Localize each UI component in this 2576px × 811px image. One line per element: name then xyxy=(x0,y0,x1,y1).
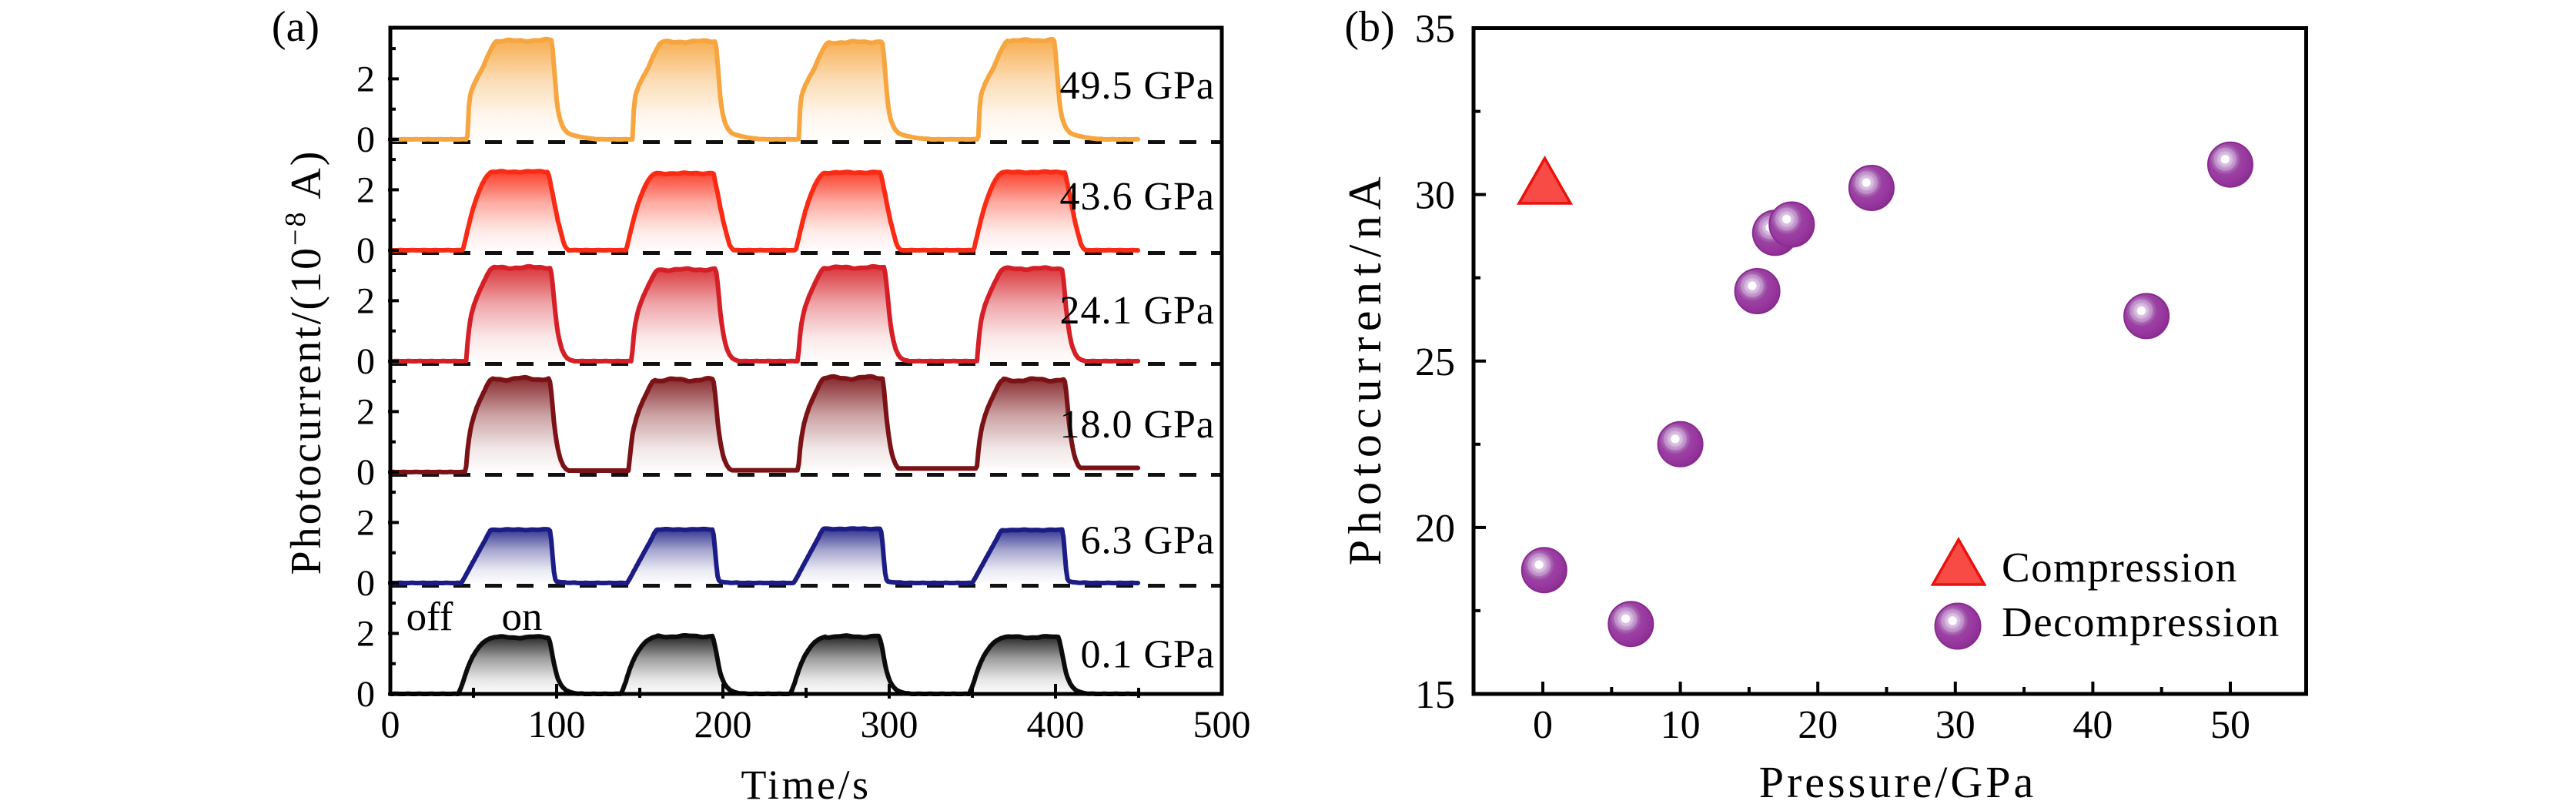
svg-text:off: off xyxy=(406,595,453,639)
svg-text:(a): (a) xyxy=(272,3,319,51)
svg-text:0: 0 xyxy=(1533,703,1553,747)
svg-text:Decompression: Decompression xyxy=(2002,598,2280,645)
svg-text:on: on xyxy=(502,595,543,639)
svg-text:(b): (b) xyxy=(1344,3,1394,51)
svg-text:100: 100 xyxy=(528,702,586,746)
svg-text:Compression: Compression xyxy=(2002,544,2238,591)
svg-text:49.5 GPa: 49.5 GPa xyxy=(1059,64,1215,108)
svg-text:24.1 GPa: 24.1 GPa xyxy=(1059,289,1215,333)
svg-text:10: 10 xyxy=(1661,703,1701,747)
svg-text:18.0 GPa: 18.0 GPa xyxy=(1059,403,1215,447)
svg-text:15: 15 xyxy=(1415,673,1455,717)
svg-text:0: 0 xyxy=(356,674,375,715)
svg-text:2: 2 xyxy=(356,502,375,543)
svg-text:2: 2 xyxy=(356,613,375,654)
svg-text:2: 2 xyxy=(356,169,375,210)
svg-text:20: 20 xyxy=(1415,507,1455,551)
svg-text:500: 500 xyxy=(1193,702,1251,746)
svg-text:40: 40 xyxy=(2073,703,2113,747)
svg-text:2: 2 xyxy=(356,280,375,321)
svg-text:43.6 GPa: 43.6 GPa xyxy=(1059,175,1215,219)
svg-text:Pressure/GPa: Pressure/GPa xyxy=(1759,757,2037,807)
svg-text:30: 30 xyxy=(1935,703,1975,747)
svg-text:2: 2 xyxy=(356,391,375,432)
svg-text:200: 200 xyxy=(694,702,752,746)
svg-text:300: 300 xyxy=(861,702,918,746)
svg-text:0: 0 xyxy=(356,563,375,604)
svg-text:50: 50 xyxy=(2210,703,2250,747)
svg-text:0: 0 xyxy=(356,452,375,493)
svg-text:0: 0 xyxy=(356,230,375,271)
svg-text:0: 0 xyxy=(381,702,400,746)
svg-text:25: 25 xyxy=(1415,340,1455,384)
svg-text:0: 0 xyxy=(356,119,375,160)
svg-text:20: 20 xyxy=(1798,703,1838,747)
svg-text:0: 0 xyxy=(356,341,375,382)
svg-text:6.3 GPa: 6.3 GPa xyxy=(1080,519,1215,563)
svg-text:35: 35 xyxy=(1415,8,1455,52)
svg-text:30: 30 xyxy=(1415,174,1455,218)
svg-text:Photocurrent/nA: Photocurrent/nA xyxy=(1340,171,1390,565)
svg-text:0.1 GPa: 0.1 GPa xyxy=(1080,633,1215,677)
svg-text:400: 400 xyxy=(1027,702,1085,746)
svg-text:2: 2 xyxy=(356,59,375,99)
svg-text:Time/s: Time/s xyxy=(741,762,871,808)
